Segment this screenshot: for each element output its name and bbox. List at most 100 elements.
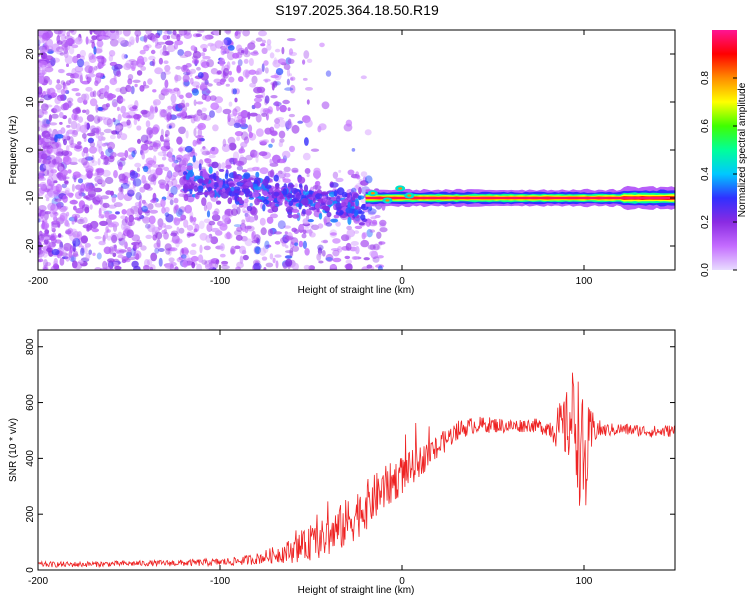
spectrogram-cell <box>133 60 137 69</box>
spectrogram-cell <box>302 229 307 235</box>
spectrogram-cell <box>171 162 177 168</box>
spectrogram-cell <box>38 120 44 128</box>
spectrogram-cell <box>329 264 337 269</box>
spectrogram-cell <box>38 188 45 197</box>
spectrogram-cell <box>183 184 189 191</box>
spectrogram-cell <box>136 167 141 172</box>
spectrogram-cell <box>263 190 268 197</box>
spectrogram-cell <box>195 85 200 89</box>
spectrogram-cell <box>79 74 83 84</box>
spectrogram-cell <box>339 210 344 215</box>
spectrogram-cell <box>240 50 245 54</box>
spectrogram-cell <box>262 139 270 144</box>
spectrogram-cell <box>265 262 274 268</box>
spectrogram-cell <box>370 266 375 270</box>
spectrogram-cell <box>357 195 362 201</box>
spectrogram-cell <box>237 59 243 67</box>
spectrogram-cell <box>148 215 156 225</box>
spectrogram-cell <box>234 131 244 137</box>
spectrogram-cell <box>161 109 167 114</box>
spectrogram-cell <box>96 44 103 53</box>
spectrogram-cell <box>225 30 232 35</box>
spectrogram-cell <box>236 64 241 72</box>
spectrogram-cell <box>273 174 279 182</box>
spectrogram-cell <box>143 183 151 190</box>
spectrogram-cell <box>96 252 102 260</box>
spectrogram-cell <box>374 214 381 219</box>
spectrogram-cell <box>189 151 198 158</box>
spectrogram-y-tick-label: 20 <box>25 48 36 60</box>
spectrogram-cell <box>289 247 294 257</box>
spectrogram-cell <box>202 171 209 179</box>
spectrogram-cell <box>72 129 78 136</box>
spectrogram-cell <box>288 113 295 118</box>
spectrogram-cell <box>54 198 62 202</box>
spectrogram-cell <box>164 243 172 251</box>
spectrogram-cell <box>49 122 58 126</box>
spectrogram-cell <box>385 199 390 202</box>
spectrogram-cell <box>38 53 41 57</box>
spectrogram-cell <box>110 152 117 158</box>
spectrogram-cell <box>310 148 320 152</box>
spectrogram-cell <box>214 208 220 215</box>
spectrogram-cell <box>68 249 73 259</box>
spectrogram-cell <box>119 157 127 161</box>
spectrogram-cell <box>184 145 193 153</box>
spectrogram-cell <box>53 30 63 35</box>
spectrogram-cell <box>114 266 122 270</box>
spectrogram-cell <box>52 213 58 222</box>
spectrogram-cell <box>204 158 212 164</box>
snr-x-tick-label: 100 <box>576 576 593 587</box>
spectrogram-cell <box>95 104 99 113</box>
spectrogram-cell <box>253 101 262 109</box>
spectrogram-cell <box>166 44 176 53</box>
spectrogram-cell <box>220 48 226 56</box>
spectrogram-cell <box>124 228 130 234</box>
spectrogram-cell <box>140 245 147 251</box>
spectrogram-cell <box>358 186 362 195</box>
spectrogram-cell <box>238 175 243 180</box>
spectrogram-cell <box>66 97 74 103</box>
spectrogram-cell <box>227 136 236 145</box>
spectrogram-cell <box>189 211 194 220</box>
spectrogram-cell <box>302 77 308 81</box>
spectrogram-cell <box>75 92 81 97</box>
spectrogram-cell <box>196 66 201 71</box>
spectrogram-cell <box>114 63 123 70</box>
spectrogram-cell <box>379 219 387 227</box>
spectrogram-cell <box>132 245 137 252</box>
spectrogram-cell <box>312 197 316 204</box>
spectrogram-cell <box>71 44 79 49</box>
spectrogram-cell <box>169 263 174 270</box>
spectrogram-cell <box>316 253 322 261</box>
spectrogram-cell <box>86 76 92 83</box>
spectrogram-cell <box>132 79 141 84</box>
spectrogram-cell <box>103 231 108 240</box>
spectrogram-cell <box>212 210 219 216</box>
spectrogram-cell <box>51 113 59 119</box>
spectrogram-cell <box>244 238 253 247</box>
spectrogram-cell <box>253 262 262 270</box>
spectrogram-cell <box>91 35 98 41</box>
spectrogram-cell <box>335 202 342 210</box>
spectrogram-cell <box>240 141 248 148</box>
spectrogram-cell <box>165 213 174 223</box>
spectrogram-cell <box>118 173 126 181</box>
spectrogram-cell <box>330 248 340 251</box>
spectrogram-cell <box>345 119 353 127</box>
spectrogram-cell <box>354 225 363 230</box>
spectrogram-cell <box>173 203 180 213</box>
spectrogram-cell <box>111 99 118 107</box>
snr-y-tick-label: 0 <box>25 567 36 573</box>
spectrogram-cell <box>174 184 183 188</box>
spectrogram-cell <box>376 231 382 239</box>
spectrogram-cell <box>178 227 185 234</box>
spectrogram-cell <box>48 79 53 86</box>
spectrogram-cell <box>103 117 112 126</box>
spectrogram-cell <box>78 231 82 235</box>
spectrogram-cell <box>200 52 206 57</box>
spectrogram-cell <box>47 202 56 211</box>
spectrogram-cell <box>59 111 64 119</box>
spectrogram-cell <box>133 217 141 221</box>
spectrogram-cell <box>131 150 136 158</box>
